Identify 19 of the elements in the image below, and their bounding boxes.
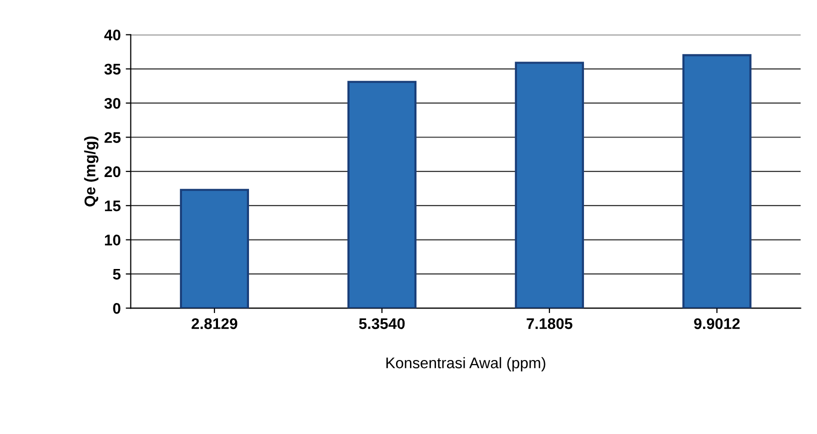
x-tick-label: 5.3540 <box>359 318 405 330</box>
bar <box>682 54 752 308</box>
bar <box>180 188 250 308</box>
x-axis-title: Konsentrasi Awal (ppm) <box>386 357 546 372</box>
y-tick-label: 20 <box>104 166 120 178</box>
bar <box>347 80 416 308</box>
y-axis-title: Qe (mg/g) <box>84 136 98 206</box>
y-tick-label: 25 <box>104 132 121 143</box>
y-tick-label: 15 <box>104 200 121 212</box>
x-tick-label: 9.9012 <box>694 318 740 330</box>
y-tick-label: 30 <box>104 98 120 109</box>
y-tick-label: 40 <box>104 30 120 40</box>
y-tick-label: 35 <box>104 64 121 75</box>
y-tick-label: 0 <box>113 303 120 314</box>
x-tick-label: 7.1805 <box>526 318 572 330</box>
bar <box>514 62 584 308</box>
y-tick-label: 10 <box>104 234 120 246</box>
x-tick-label: 2.8129 <box>192 318 238 330</box>
y-tick-label: 5 <box>112 268 121 280</box>
